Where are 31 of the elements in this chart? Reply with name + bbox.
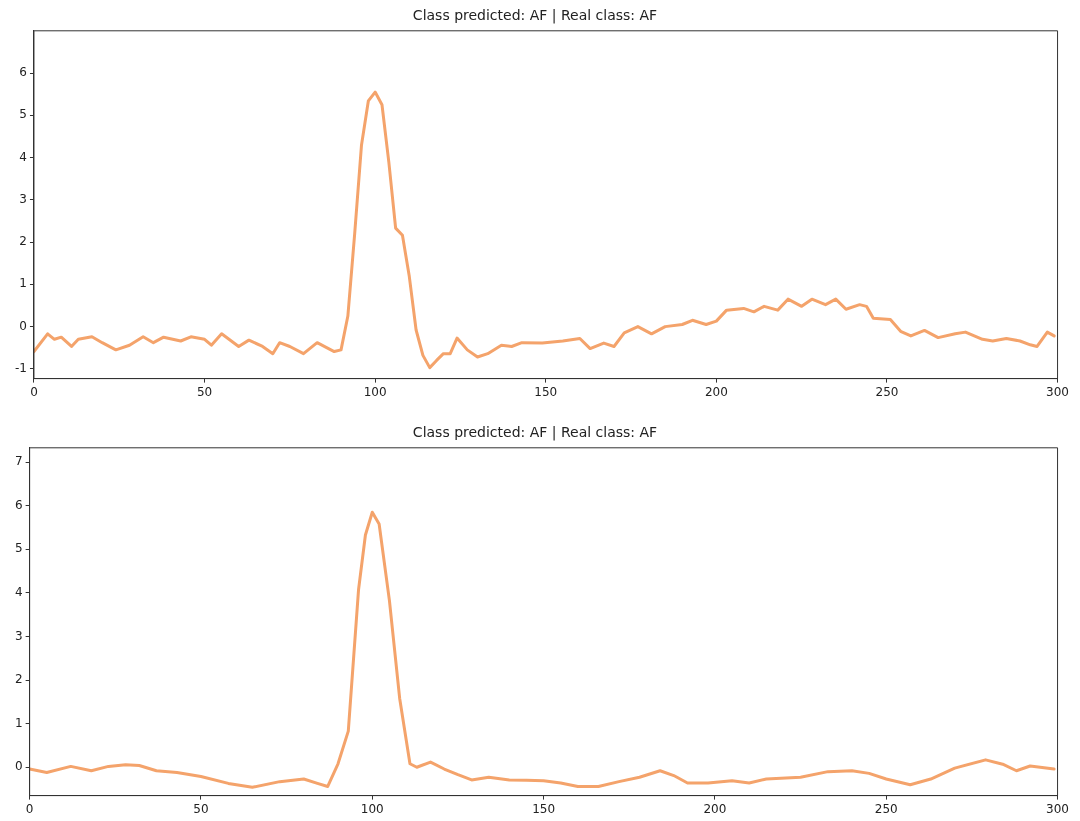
x-tick-label: 200 (704, 384, 728, 399)
y-tick-label: 1 (19, 276, 27, 291)
y-tick-label: 3 (14, 628, 23, 643)
x-tick-label: 0 (30, 384, 38, 399)
x-tick-label: 250 (874, 801, 898, 816)
y-tick-label: 5 (19, 107, 27, 122)
chart-title: Class predicted: AF | Real class: AF (412, 424, 658, 442)
y-tick-label: 7 (14, 454, 23, 469)
y-tick-label: 6 (19, 65, 27, 80)
x-tick-label: 150 (532, 801, 556, 816)
y-tick-label: 2 (14, 672, 23, 687)
y-tick-label: 5 (14, 541, 23, 556)
x-tick-label: 300 (1046, 384, 1069, 399)
chart-title: Class predicted: AF | Real class: AF (412, 7, 658, 25)
y-tick-label: 1 (14, 715, 23, 730)
x-tick-label: 100 (363, 384, 387, 399)
x-tick-label: 100 (360, 801, 384, 816)
y-tick-label: 3 (19, 191, 27, 206)
y-tick-label: 4 (19, 149, 27, 164)
y-tick-label: -1 (15, 361, 27, 376)
y-tick-label: 0 (19, 318, 27, 333)
x-tick-label: 250 (875, 384, 899, 399)
y-tick-label: 6 (14, 497, 23, 512)
y-tick-label: 0 (14, 759, 23, 774)
y-tick-label: 4 (14, 585, 23, 600)
x-tick-label: 50 (196, 384, 213, 399)
x-tick-label: 200 (703, 801, 727, 816)
x-tick-label: 300 (1046, 801, 1069, 816)
x-tick-label: 150 (534, 384, 558, 399)
y-tick-label: 2 (19, 234, 27, 249)
x-tick-label: 50 (193, 801, 209, 816)
